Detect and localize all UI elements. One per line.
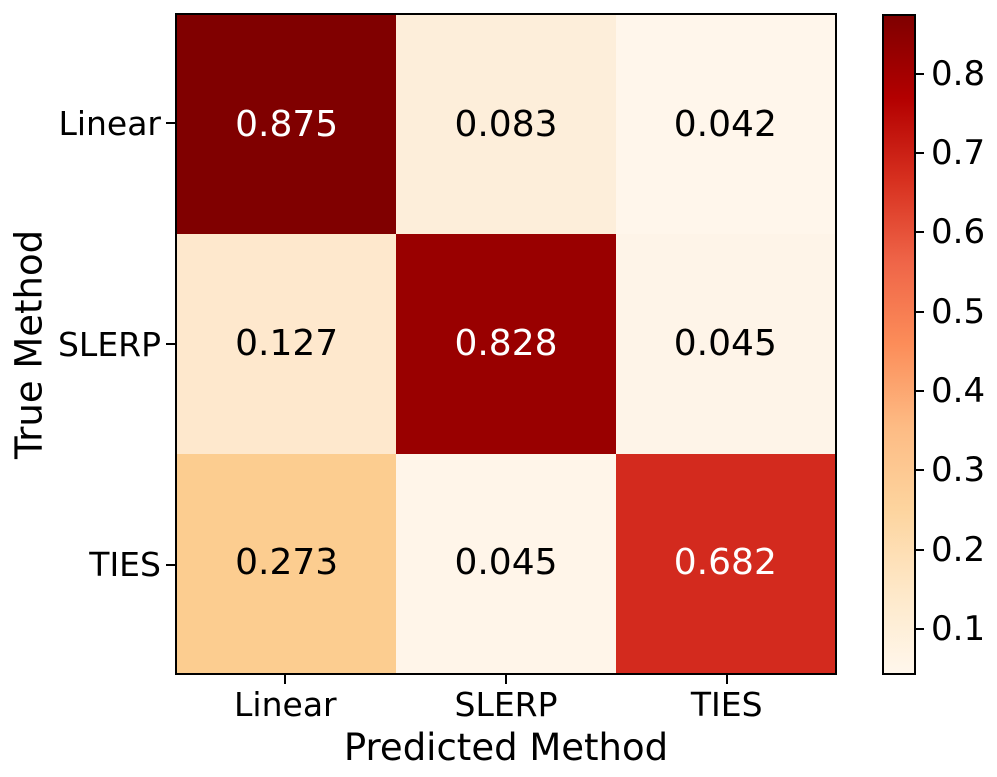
colorbar-tick-label: 0.7 [931,132,986,173]
heatmap-cell: 0.045 [396,453,616,673]
colorbar-tick-mark [916,151,924,154]
heatmap-cell: 0.875 [177,15,397,235]
heatmap-cell: 0.127 [177,234,397,454]
x-tick-labels: Linear SLERP TIES [175,688,837,721]
colorbar-tick-label: 0.5 [931,291,986,332]
heatmap-cell: 0.045 [615,234,835,454]
y-tick-mark [166,234,175,455]
colorbar-tick-label: 0.2 [931,529,986,570]
colorbar-tick-mark [916,548,924,551]
x-tick-label: SLERP [454,685,558,724]
y-tick-labels: Linear SLERP TIES [0,13,161,675]
colorbar-tick-label: 0.6 [931,212,986,253]
y-tick-mark [166,454,175,675]
x-tick-mark [396,675,617,684]
x-tick-label: TIES [690,685,763,724]
x-tick-marks [175,675,837,684]
colorbar-tick-label: 0.8 [931,53,986,94]
colorbar-tick-label: 0.4 [931,370,986,411]
heatmap-cell: 0.083 [396,15,616,235]
y-tick-mark [166,13,175,234]
y-tick-label: SLERP [57,324,161,364]
colorbar-tick-mark [916,72,924,75]
heatmap-cell: 0.682 [615,453,835,673]
colorbar-tick-mark [916,310,924,313]
heatmap-cell: 0.273 [177,453,397,673]
y-tick-label: TIES [89,545,161,585]
heatmap-cell: 0.042 [615,15,835,235]
heatmap-grid: 0.875 0.083 0.042 0.127 0.828 0.045 0.273 0.045… [175,13,837,675]
colorbar-tick-mark [916,627,924,630]
y-tick-label: Linear [58,103,161,143]
colorbar-tick-label: 0.3 [931,450,986,491]
x-axis-label: Predicted Method [343,726,669,769]
colorbar [882,14,916,675]
colorbar-tick-mark [916,389,924,392]
x-tick-mark [175,675,396,684]
heatmap-cell: 0.828 [396,234,616,454]
colorbar-tick-mark [916,231,924,234]
colorbar-tick-label: 0.1 [931,608,986,649]
colorbar-tick-mark [916,469,924,472]
y-tick-marks [166,13,175,675]
x-tick-mark [616,675,837,684]
x-tick-label: Linear [234,685,337,724]
